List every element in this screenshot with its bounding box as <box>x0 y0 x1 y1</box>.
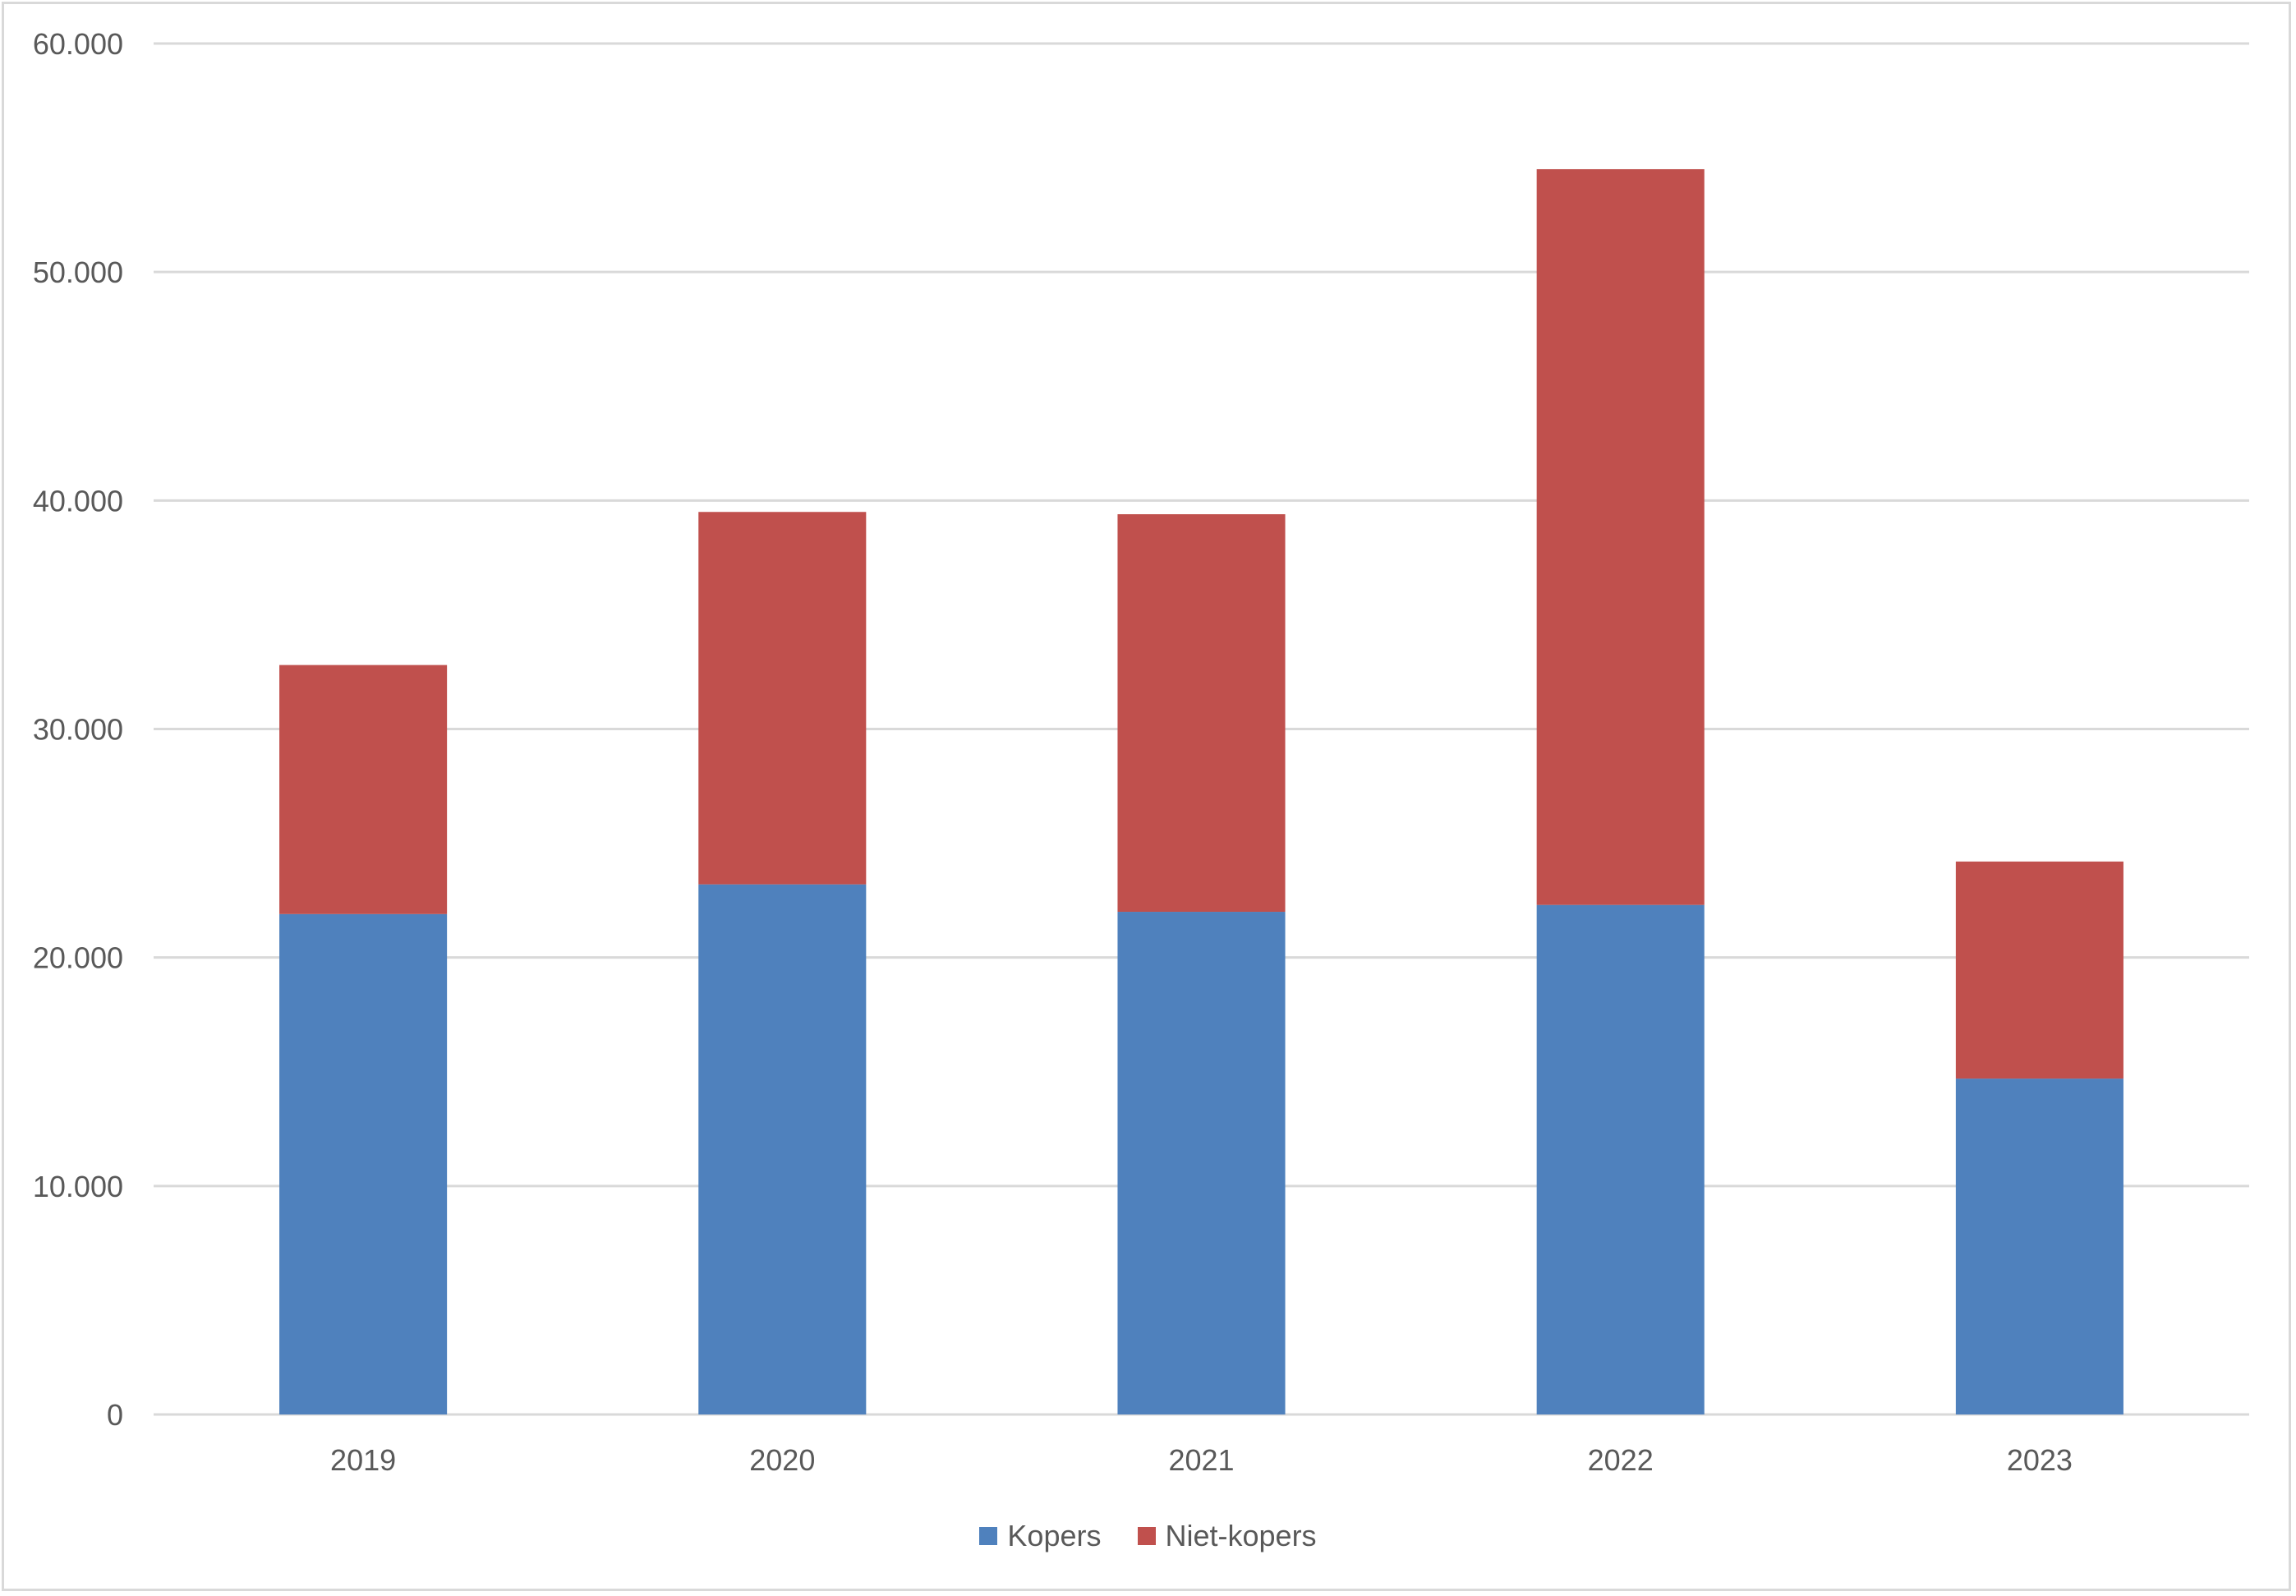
bar-2019-kopers[interactable] <box>279 913 448 1414</box>
legend-swatch-niet-kopers <box>1137 1527 1156 1545</box>
legend-label-kopers: Kopers <box>1007 1519 1102 1552</box>
bar-2023-niet-kopers[interactable] <box>1955 861 2123 1079</box>
x-axis-tick-labels: 2019 2020 2021 2022 2023 <box>330 1443 2073 1477</box>
x-tick-label: 2019 <box>330 1443 396 1477</box>
bar-2022-niet-kopers[interactable] <box>1536 168 1705 905</box>
legend: Kopers Niet-kopers <box>0 1516 2296 1557</box>
legend-item-niet-kopers[interactable]: Niet-kopers <box>1137 1519 1317 1553</box>
y-tick-label: 40.000 <box>33 484 123 517</box>
bar-2021-kopers[interactable] <box>1117 912 1286 1414</box>
y-tick-label: 10.000 <box>33 1170 123 1203</box>
x-tick-label: 2020 <box>749 1443 815 1477</box>
x-tick-label: 2023 <box>2007 1443 2073 1477</box>
y-axis-tick-labels: 0 10.000 20.000 30.000 40.000 50.000 60.000 <box>33 27 123 1432</box>
gridlines <box>154 42 2249 1416</box>
bar-2020-niet-kopers[interactable] <box>698 512 867 885</box>
bar-2021-niet-kopers[interactable] <box>1117 514 1286 913</box>
legend-label-niet-kopers: Niet-kopers <box>1165 1519 1317 1552</box>
bar-2022-kopers[interactable] <box>1536 904 1705 1414</box>
bar-2023-kopers[interactable] <box>1955 1079 2123 1414</box>
legend-swatch-kopers <box>979 1527 998 1545</box>
y-tick-label: 30.000 <box>33 713 123 747</box>
bars <box>279 168 2123 1414</box>
legend-item-kopers[interactable]: Kopers <box>979 1519 1102 1553</box>
x-tick-label: 2022 <box>1588 1443 1654 1477</box>
y-tick-label: 60.000 <box>33 27 123 61</box>
y-tick-label: 50.000 <box>33 255 123 289</box>
y-tick-label: 20.000 <box>33 941 123 975</box>
x-tick-label: 2021 <box>1168 1443 1234 1477</box>
bar-2020-kopers[interactable] <box>698 884 867 1414</box>
y-tick-label: 0 <box>107 1398 123 1432</box>
bar-2019-niet-kopers[interactable] <box>279 665 448 914</box>
